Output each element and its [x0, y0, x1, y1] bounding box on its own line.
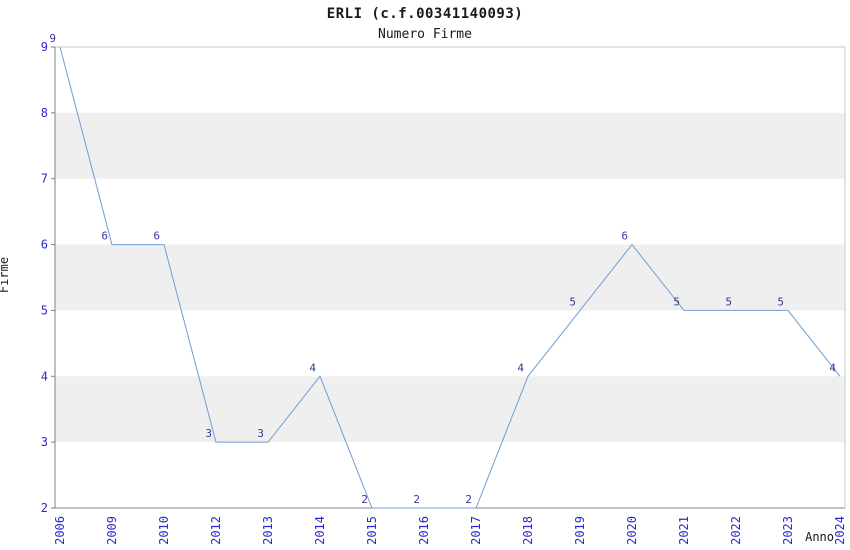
x-tick-label: 2015 — [365, 516, 379, 545]
x-tick-label: 2010 — [157, 516, 171, 545]
data-label: 5 — [569, 295, 576, 308]
data-label: 9 — [49, 32, 56, 45]
x-axis-title: Anno — [805, 530, 834, 544]
x-tick-label: 2009 — [105, 516, 119, 545]
data-label: 4 — [829, 361, 836, 374]
data-label: 5 — [725, 295, 732, 308]
x-tick-label: 2016 — [417, 516, 431, 545]
y-tick-label: 9 — [41, 40, 48, 54]
data-label: 6 — [101, 230, 108, 243]
data-label: 2 — [361, 493, 368, 506]
x-tick-label: 2022 — [729, 516, 743, 545]
y-tick-label: 2 — [41, 501, 48, 515]
x-tick-label: 2012 — [209, 516, 223, 545]
data-label: 4 — [309, 361, 316, 374]
chart-subtitle: Numero Firme — [378, 27, 472, 42]
background-band — [55, 244, 845, 311]
data-label: 3 — [257, 427, 264, 440]
x-tick-label: 2006 — [53, 516, 67, 545]
y-tick-label: 5 — [41, 303, 48, 317]
x-tick-label: 2017 — [469, 516, 483, 545]
data-label: 2 — [465, 493, 472, 506]
y-tick-label: 8 — [41, 106, 48, 120]
x-tick-label: 2018 — [521, 516, 535, 545]
data-label: 4 — [517, 361, 524, 374]
x-tick-label: 2019 — [573, 516, 587, 545]
data-label: 5 — [673, 295, 680, 308]
x-tick-label: 2023 — [781, 516, 795, 545]
x-tick-label: 2021 — [677, 516, 691, 545]
y-tick-label: 6 — [41, 238, 48, 252]
chart-title: ERLI (c.f.00341140093) — [326, 6, 524, 22]
series-line — [59, 46, 841, 509]
data-label: 5 — [777, 295, 784, 308]
x-tick-label: 2024 — [833, 516, 847, 545]
data-label: 6 — [621, 230, 628, 243]
y-tick-label: 7 — [41, 172, 48, 186]
data-label: 6 — [153, 230, 160, 243]
background-band — [55, 376, 845, 443]
x-tick-label: 2020 — [625, 516, 639, 545]
y-tick-label: 4 — [41, 369, 48, 383]
data-label: 2 — [413, 493, 420, 506]
y-tick-label: 3 — [41, 435, 48, 449]
x-tick-label: 2014 — [313, 516, 327, 545]
background-band — [55, 112, 845, 179]
data-label: 3 — [205, 427, 212, 440]
x-tick-label: 2013 — [261, 516, 275, 545]
